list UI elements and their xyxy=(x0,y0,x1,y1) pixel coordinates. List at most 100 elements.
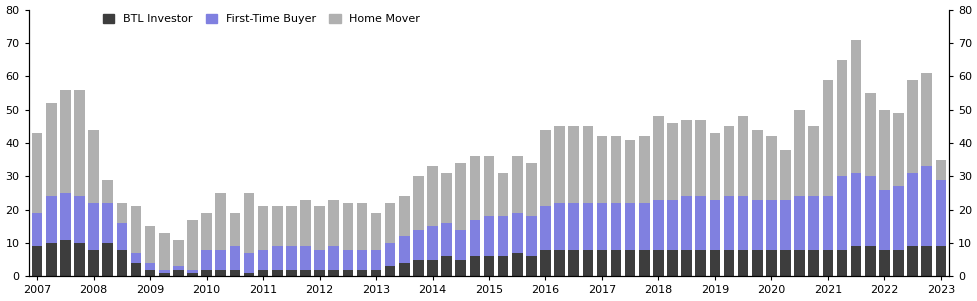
Bar xyxy=(878,190,889,250)
Bar xyxy=(272,247,282,270)
Bar xyxy=(46,103,57,196)
Bar xyxy=(695,119,705,196)
Bar xyxy=(300,200,311,247)
Bar xyxy=(342,250,353,270)
Bar xyxy=(230,213,240,247)
Bar xyxy=(681,119,692,196)
Bar xyxy=(300,247,311,270)
Bar xyxy=(187,273,197,276)
Bar xyxy=(201,250,212,270)
Bar xyxy=(103,203,113,243)
Bar xyxy=(103,243,113,276)
Bar xyxy=(850,173,861,247)
Bar xyxy=(780,250,790,276)
Bar xyxy=(568,203,578,250)
Bar xyxy=(666,123,677,200)
Bar xyxy=(624,203,635,250)
Bar xyxy=(469,156,480,220)
Bar xyxy=(920,73,931,166)
Bar xyxy=(638,250,649,276)
Bar xyxy=(370,270,381,276)
Bar xyxy=(582,203,592,250)
Bar xyxy=(131,253,141,263)
Bar xyxy=(864,93,874,176)
Bar xyxy=(201,270,212,276)
Bar xyxy=(539,206,550,250)
Bar xyxy=(709,133,719,200)
Bar xyxy=(272,206,282,247)
Bar xyxy=(243,253,254,273)
Bar xyxy=(765,250,776,276)
Bar xyxy=(709,200,719,250)
Bar xyxy=(74,243,85,276)
Bar xyxy=(737,116,747,196)
Bar xyxy=(32,213,42,247)
Bar xyxy=(808,250,818,276)
Bar xyxy=(427,226,438,260)
Bar xyxy=(935,160,945,180)
Bar xyxy=(751,200,762,250)
Bar xyxy=(74,90,85,196)
Bar xyxy=(243,193,254,253)
Bar xyxy=(455,163,466,230)
Bar xyxy=(258,250,268,270)
Bar xyxy=(611,250,620,276)
Bar xyxy=(793,196,804,250)
Bar xyxy=(215,193,226,250)
Bar xyxy=(455,230,466,260)
Bar xyxy=(511,213,522,253)
Legend: BTL Investor, First-Time Buyer, Home Mover: BTL Investor, First-Time Buyer, Home Mov… xyxy=(99,10,424,29)
Bar xyxy=(793,110,804,196)
Bar xyxy=(370,250,381,270)
Bar xyxy=(131,206,141,253)
Bar xyxy=(300,270,311,276)
Bar xyxy=(624,250,635,276)
Bar xyxy=(681,250,692,276)
Bar xyxy=(60,240,70,276)
Bar xyxy=(864,247,874,276)
Bar xyxy=(385,243,395,266)
Bar xyxy=(159,233,169,270)
Bar xyxy=(568,250,578,276)
Bar xyxy=(412,176,423,230)
Bar xyxy=(611,136,620,203)
Bar xyxy=(328,270,339,276)
Bar xyxy=(412,260,423,276)
Bar xyxy=(596,203,607,250)
Bar xyxy=(568,126,578,203)
Bar xyxy=(258,270,268,276)
Bar xyxy=(88,203,99,250)
Bar xyxy=(243,273,254,276)
Bar xyxy=(145,270,155,276)
Bar xyxy=(920,247,931,276)
Bar xyxy=(780,150,790,200)
Bar xyxy=(822,196,832,250)
Bar xyxy=(46,243,57,276)
Bar xyxy=(737,250,747,276)
Bar xyxy=(780,200,790,250)
Bar xyxy=(907,247,917,276)
Bar xyxy=(624,140,635,203)
Bar xyxy=(892,186,903,250)
Bar xyxy=(399,263,409,276)
Bar xyxy=(723,196,734,250)
Bar xyxy=(370,213,381,250)
Bar xyxy=(850,39,861,173)
Bar xyxy=(46,196,57,243)
Bar xyxy=(935,180,945,247)
Bar xyxy=(751,130,762,200)
Bar xyxy=(526,216,536,256)
Bar xyxy=(357,250,366,270)
Bar xyxy=(793,250,804,276)
Bar xyxy=(751,250,762,276)
Bar xyxy=(878,250,889,276)
Bar xyxy=(412,230,423,260)
Bar xyxy=(399,236,409,263)
Bar xyxy=(511,156,522,213)
Bar xyxy=(328,247,339,270)
Bar xyxy=(484,216,493,256)
Bar xyxy=(497,216,508,256)
Bar xyxy=(399,196,409,236)
Bar xyxy=(116,223,127,250)
Bar xyxy=(441,256,451,276)
